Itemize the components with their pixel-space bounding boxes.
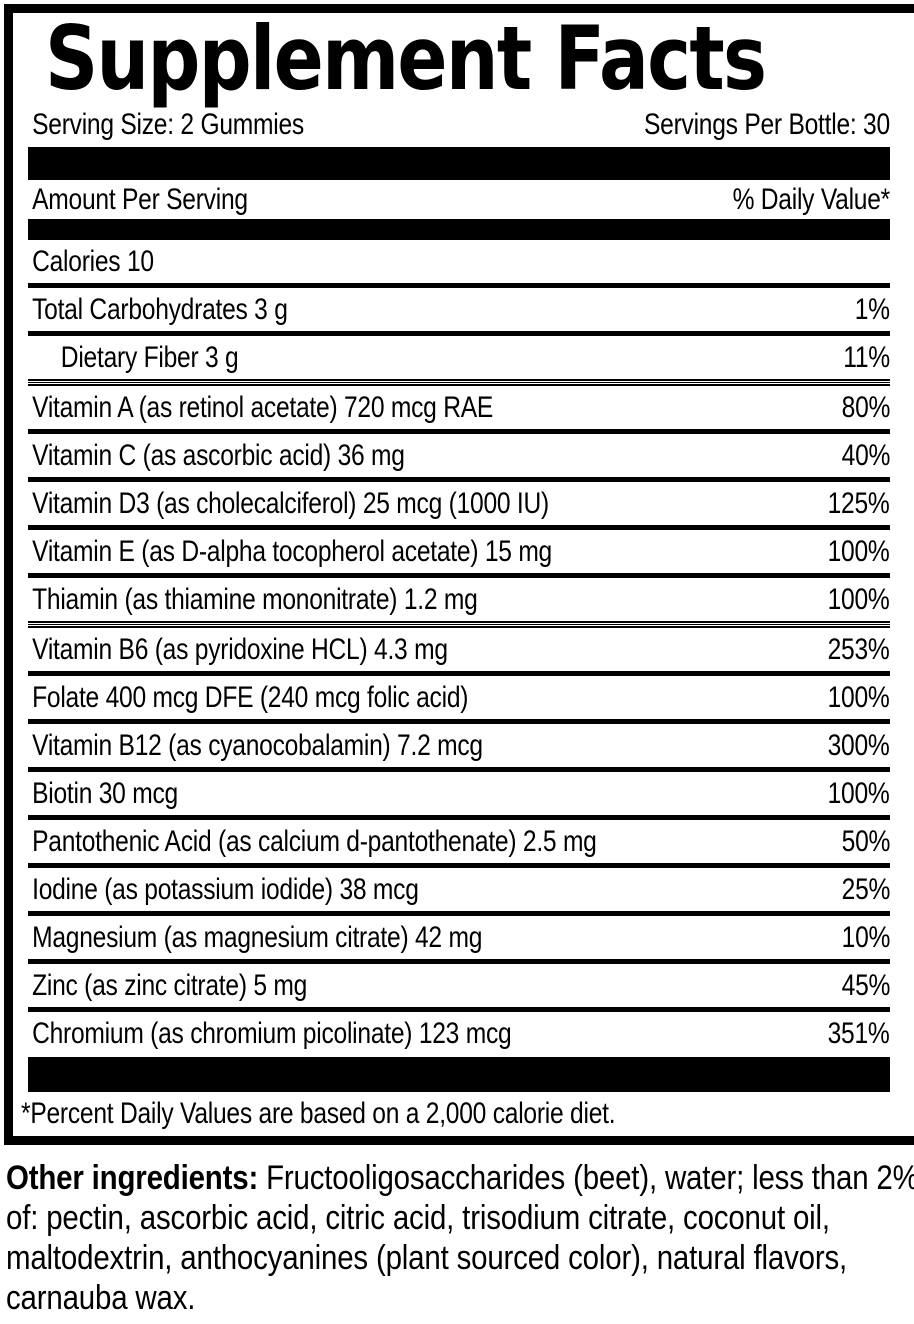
- nutrient-name: Thiamin (as thiamine mononitrate) 1.2 mg: [32, 582, 478, 616]
- nutrient-row: Vitamin E (as D-alpha tocopherol acetate…: [28, 530, 890, 573]
- nutrient-row: Iodine (as potassium iodide) 38 mcg 25%: [28, 868, 890, 911]
- nutrient-daily-value: 11%: [843, 340, 890, 374]
- supplement-facts-panel: Supplement Facts Serving Size: 2 Gummies…: [4, 4, 914, 1145]
- other-ingredients-label: Other ingredients:: [6, 1159, 259, 1197]
- nutrient-daily-value: 351%: [828, 1016, 890, 1050]
- amount-per-serving-header: Amount Per Serving: [32, 182, 248, 216]
- nutrient-row: Folate 400 mcg DFE (240 mcg folic acid) 1…: [28, 676, 890, 719]
- divider-bar-top: [28, 147, 890, 180]
- nutrient-row: Vitamin A (as retinol acetate) 720 mcg R…: [28, 386, 890, 429]
- nutrient-name: Magnesium (as magnesium citrate) 42 mg: [32, 920, 483, 954]
- other-ingredients-text: Fructooligosaccharides (beet), water; le…: [6, 1159, 914, 1317]
- row-separator-double: [28, 379, 890, 386]
- nutrient-table: Calories 10 Total Carbohydrates 3 g 1% Diet…: [28, 240, 890, 1055]
- serving-info-row: Serving Size: 2 Gummies Servings Per Bot…: [28, 103, 890, 147]
- servings-per-bottle: Servings Per Bottle: 30: [644, 108, 890, 141]
- nutrient-name: Vitamin E (as D-alpha tocopherol acetate…: [32, 534, 553, 568]
- nutrient-row: Vitamin C (as ascorbic acid) 36 mg 40%: [28, 434, 890, 477]
- nutrient-name: Vitamin A (as retinol acetate) 720 mcg R…: [32, 390, 494, 424]
- nutrient-row: Magnesium (as magnesium citrate) 42 mg 10…: [28, 916, 890, 959]
- nutrient-row: Calories 10: [28, 240, 890, 283]
- nutrient-row: Vitamin D3 (as cholecalciferol) 25 mcg (…: [28, 482, 890, 525]
- nutrient-row: Zinc (as zinc citrate) 5 mg 45%: [28, 964, 890, 1007]
- nutrient-daily-value: 50%: [841, 824, 890, 858]
- nutrient-row: Chromium (as chromium picolinate) 123 mc…: [28, 1012, 890, 1055]
- row-separator: [28, 671, 890, 676]
- nutrient-name: Zinc (as zinc citrate) 5 mg: [32, 968, 308, 1002]
- row-separator: [28, 1007, 890, 1012]
- nutrient-daily-value: 45%: [841, 968, 890, 1002]
- row-separator: [28, 959, 890, 964]
- nutrient-name: Biotin 30 mcg: [32, 776, 178, 810]
- nutrient-name: Vitamin B6 (as pyridoxine HCL) 4.3 mg: [32, 632, 448, 666]
- nutrient-daily-value: 1%: [854, 292, 890, 326]
- nutrient-row: Vitamin B12 (as cyanocobalamin) 7.2 mcg 3…: [28, 724, 890, 767]
- nutrient-daily-value: 300%: [828, 728, 890, 762]
- nutrient-daily-value: 253%: [828, 632, 890, 666]
- column-header-row: Amount Per Serving % Daily Value*: [28, 180, 890, 219]
- row-separator: [28, 719, 890, 724]
- row-separator: [28, 283, 890, 288]
- divider-bar-header: [28, 219, 890, 240]
- nutrient-daily-value: 100%: [828, 680, 890, 714]
- nutrient-name: Folate 400 mcg DFE (240 mcg folic acid): [32, 680, 469, 714]
- row-separator: [28, 331, 890, 336]
- row-separator: [28, 573, 890, 578]
- row-separator: [28, 767, 890, 772]
- nutrient-daily-value: 25%: [841, 872, 890, 906]
- nutrient-daily-value: 80%: [841, 390, 890, 424]
- nutrient-daily-value: 100%: [828, 776, 890, 810]
- row-separator-double: [28, 621, 890, 628]
- nutrient-name: Vitamin D3 (as cholecalciferol) 25 mcg (…: [32, 486, 549, 520]
- footnote-row: *Percent Daily Values are based on a 2,0…: [21, 1092, 890, 1136]
- row-separator: [28, 815, 890, 820]
- nutrient-name: Iodine (as potassium iodide) 38 mcg: [32, 872, 419, 906]
- row-separator: [28, 911, 890, 916]
- nutrient-row: Thiamin (as thiamine mononitrate) 1.2 mg…: [28, 578, 890, 621]
- nutrient-name: Vitamin B12 (as cyanocobalamin) 7.2 mcg: [32, 728, 483, 762]
- other-ingredients: Other ingredients: Fructooligosaccharide…: [6, 1158, 914, 1318]
- nutrient-daily-value: 125%: [828, 486, 890, 520]
- nutrient-name: Vitamin C (as ascorbic acid) 36 mg: [32, 438, 405, 472]
- nutrient-daily-value: 10%: [841, 920, 890, 954]
- daily-value-header: % Daily Value*: [732, 182, 891, 216]
- row-separator: [28, 863, 890, 868]
- serving-size: Serving Size: 2 Gummies: [32, 108, 304, 141]
- daily-value-footnote: *Percent Daily Values are based on a 2,0…: [21, 1097, 616, 1130]
- nutrient-name: Total Carbohydrates 3 g: [32, 292, 288, 326]
- nutrient-daily-value: 100%: [828, 534, 890, 568]
- row-separator: [28, 477, 890, 482]
- row-separator: [28, 525, 890, 530]
- panel-title: Supplement Facts: [45, 7, 767, 110]
- nutrient-name: Dietary Fiber 3 g: [60, 340, 239, 374]
- nutrient-name: Calories 10: [32, 244, 154, 278]
- nutrient-row: Vitamin B6 (as pyridoxine HCL) 4.3 mg 253…: [28, 628, 890, 671]
- divider-bar-bottom: [28, 1057, 890, 1092]
- nutrient-name: Chromium (as chromium picolinate) 123 mc…: [32, 1016, 512, 1050]
- nutrient-row: Pantothenic Acid (as calcium d-pantothen…: [28, 820, 890, 863]
- nutrient-row: Biotin 30 mcg 100%: [28, 772, 890, 815]
- nutrient-name: Pantothenic Acid (as calcium d-pantothen…: [32, 824, 597, 858]
- nutrient-row: Total Carbohydrates 3 g 1%: [28, 288, 890, 331]
- nutrient-daily-value: 100%: [828, 582, 890, 616]
- nutrient-daily-value: 40%: [841, 438, 890, 472]
- row-separator: [28, 429, 890, 434]
- nutrient-row: Dietary Fiber 3 g 11%: [28, 336, 890, 379]
